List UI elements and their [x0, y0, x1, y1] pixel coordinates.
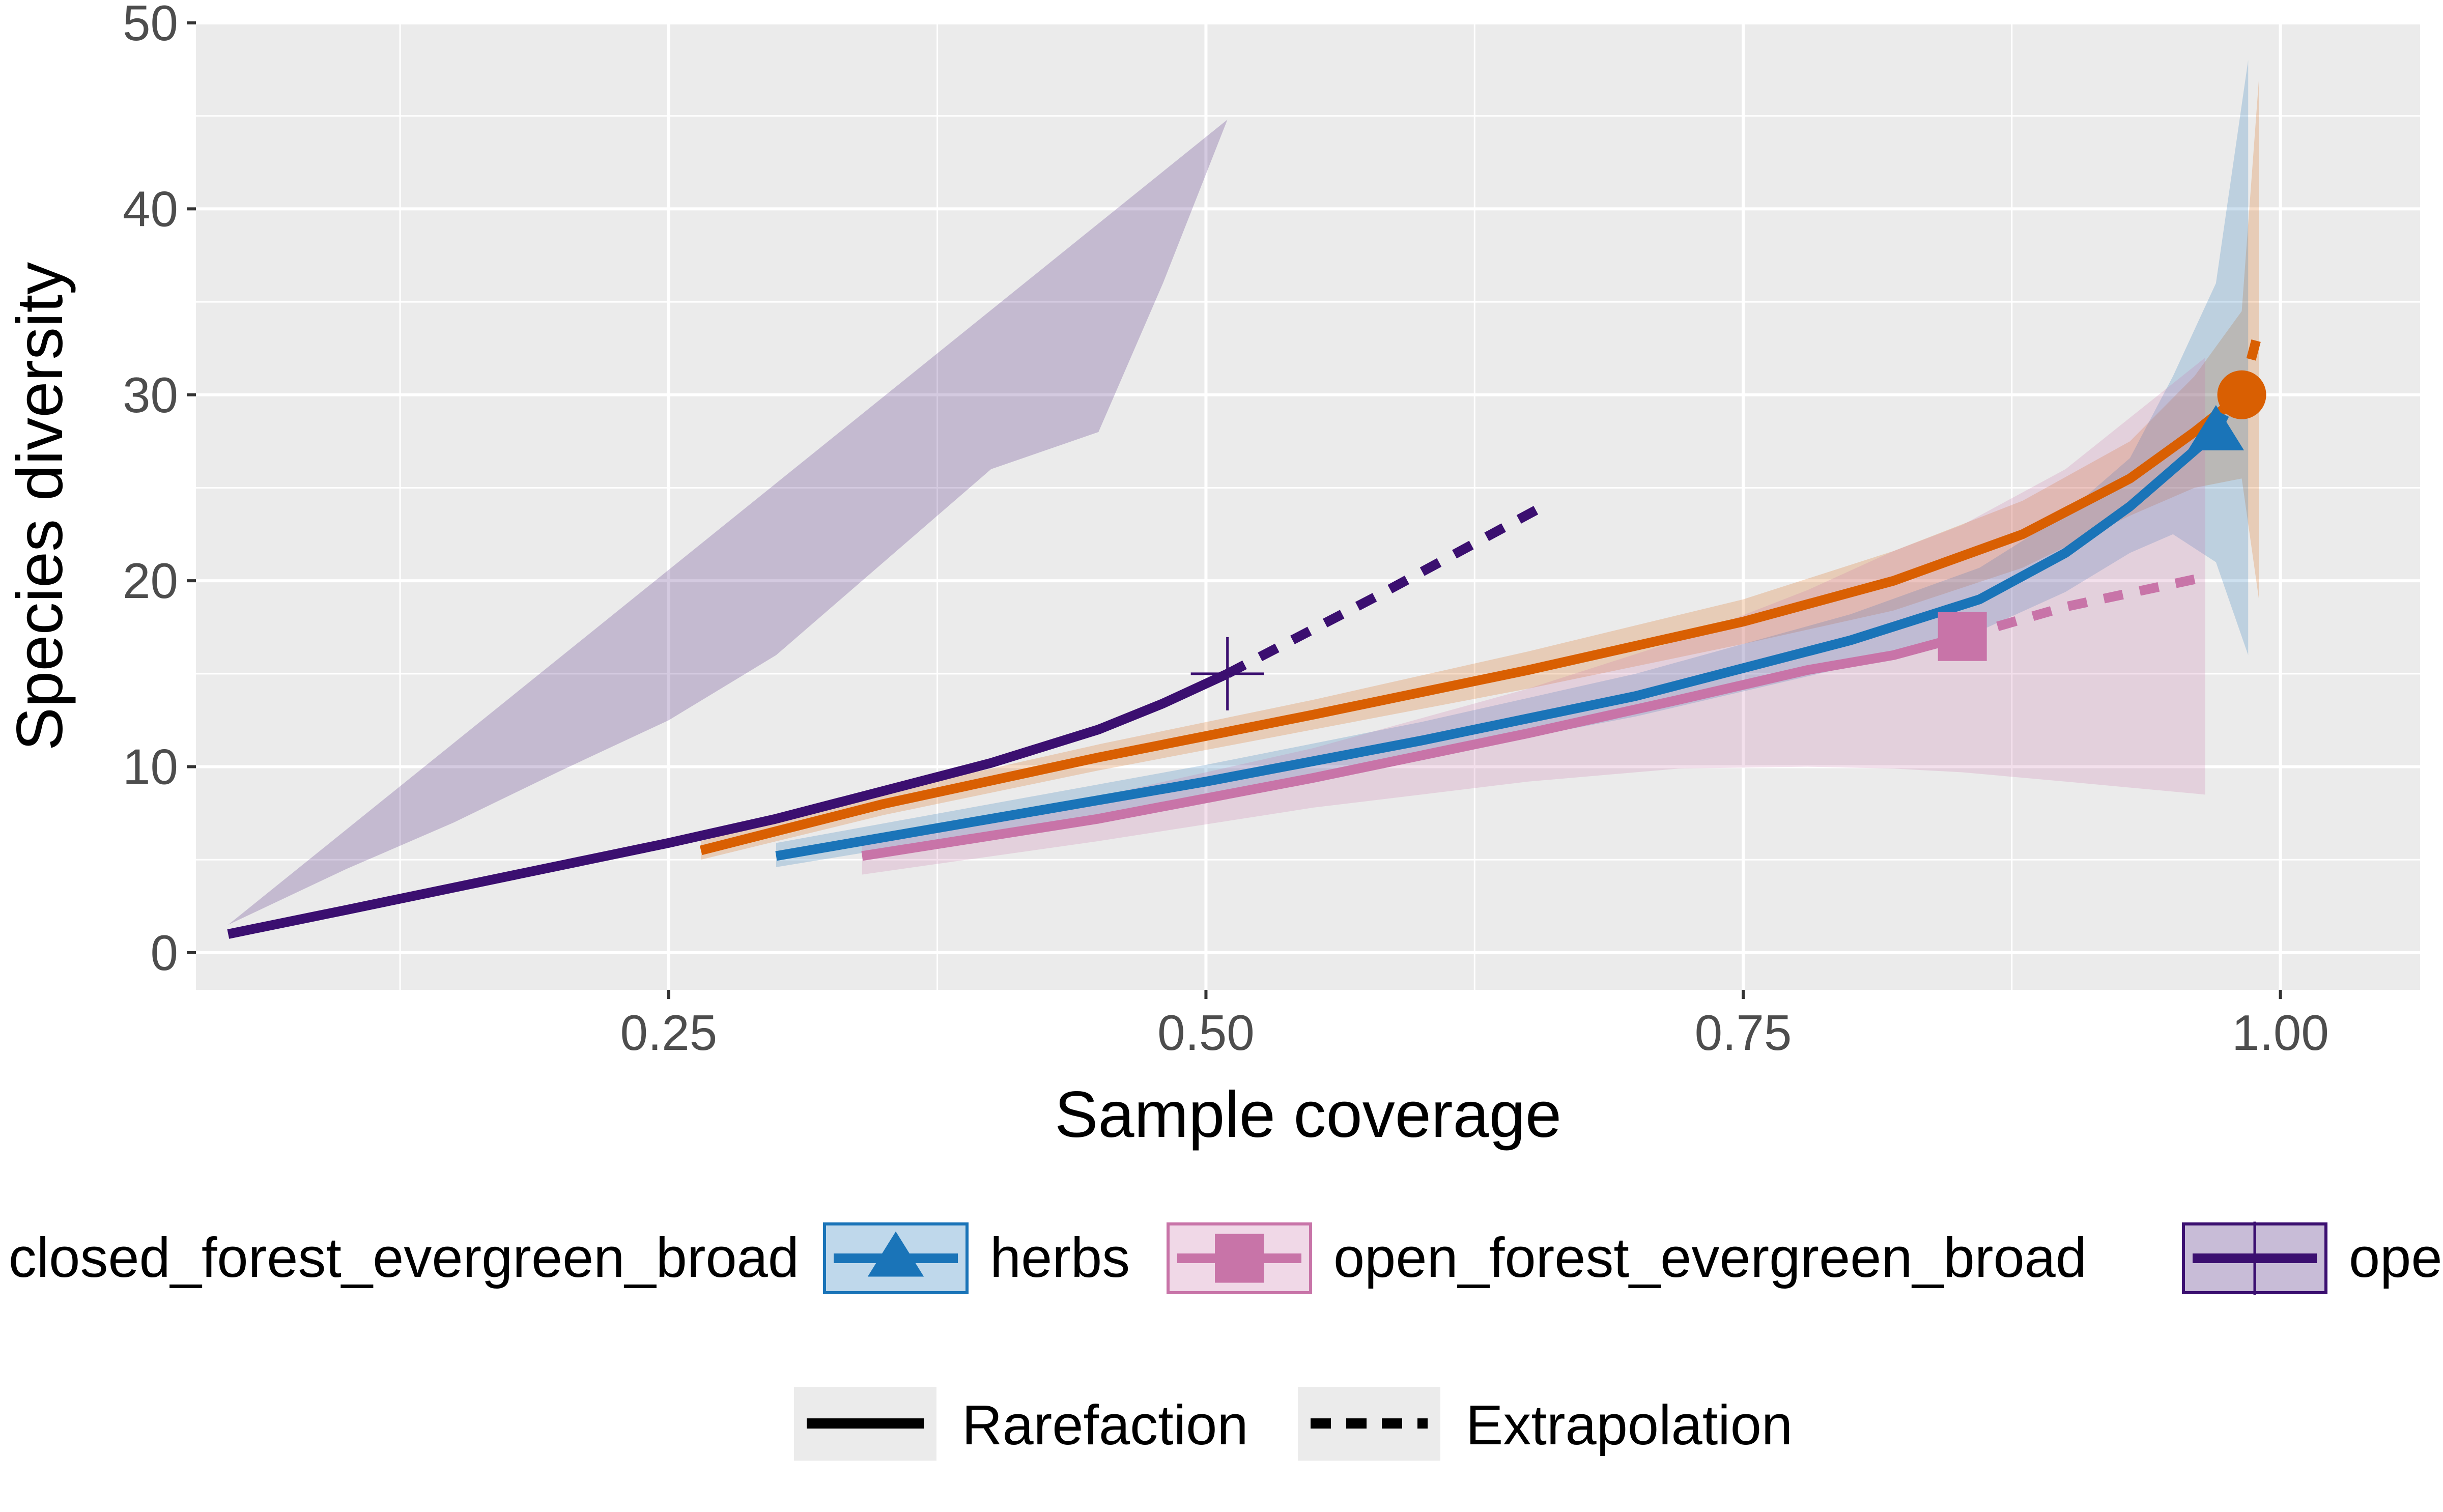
legend-label: herbs — [990, 1226, 1130, 1289]
series-lines — [227, 328, 2264, 939]
legend-key — [2182, 1221, 2327, 1295]
legend-key — [1167, 1222, 1312, 1294]
rarefaction-line — [775, 428, 2220, 861]
legend-label: open_forest_evergreen_broad — [1333, 1226, 2087, 1289]
legend-key-marker — [1215, 1234, 1264, 1283]
method-legend-label: Extrapolation — [1466, 1394, 1793, 1457]
legend-key-marker — [2218, 1221, 2291, 1295]
y-axis-title: Species diversity — [4, 262, 76, 751]
x-axis-title: Sample coverage — [1055, 1078, 1561, 1151]
x-tick-label: 0.25 — [620, 1005, 718, 1061]
x-tick-label: 0.75 — [1695, 1005, 1792, 1061]
legend-label: closed_forest_evergreen_broad — [9, 1226, 799, 1289]
y-tick-label: 30 — [123, 367, 178, 423]
confidence-band — [862, 357, 2205, 875]
extrapolation-line — [1225, 498, 1552, 678]
observed-point — [1190, 637, 1264, 710]
method-legend-label: Rarefaction — [962, 1394, 1248, 1457]
y-tick-label: 20 — [123, 553, 178, 609]
rarefaction-line — [861, 632, 1964, 861]
y-tick-label: 10 — [123, 739, 178, 795]
y-tick-label: 50 — [123, 0, 178, 51]
y-tick-label: 40 — [123, 181, 178, 237]
method-legend-key — [794, 1387, 936, 1461]
method-legend: Rarefaction Extrapolation — [794, 1387, 1793, 1461]
legend-key — [823, 1222, 969, 1294]
observed-point — [2188, 405, 2245, 450]
method-legend-key — [1298, 1387, 1440, 1461]
legend-key-marker — [867, 1231, 924, 1277]
x-tick-label: 1.00 — [2232, 1005, 2329, 1061]
observed-point — [1938, 612, 1987, 661]
axes: 0.25 0.50 0.75 1.00 0 10 20 30 40 50 — [123, 0, 2329, 1061]
rarefaction-line — [227, 669, 1230, 939]
plot-panel — [196, 23, 2420, 990]
confidence-bands — [228, 60, 2259, 925]
confidence-band — [776, 60, 2249, 867]
legend-label: open_forest_evergreen_needle — [2349, 1226, 2443, 1289]
x-tick-label: 0.50 — [1157, 1005, 1255, 1061]
rarefaction-line — [699, 391, 2245, 855]
observed-point — [2217, 370, 2266, 419]
confidence-band — [228, 120, 1228, 925]
extrapolation-line — [1961, 572, 2206, 641]
color-legend: closed_forest_evergreen_broad herbs open_f… — [9, 1221, 2443, 1295]
y-tick-label: 0 — [150, 925, 178, 981]
observed-markers — [1190, 370, 2266, 710]
